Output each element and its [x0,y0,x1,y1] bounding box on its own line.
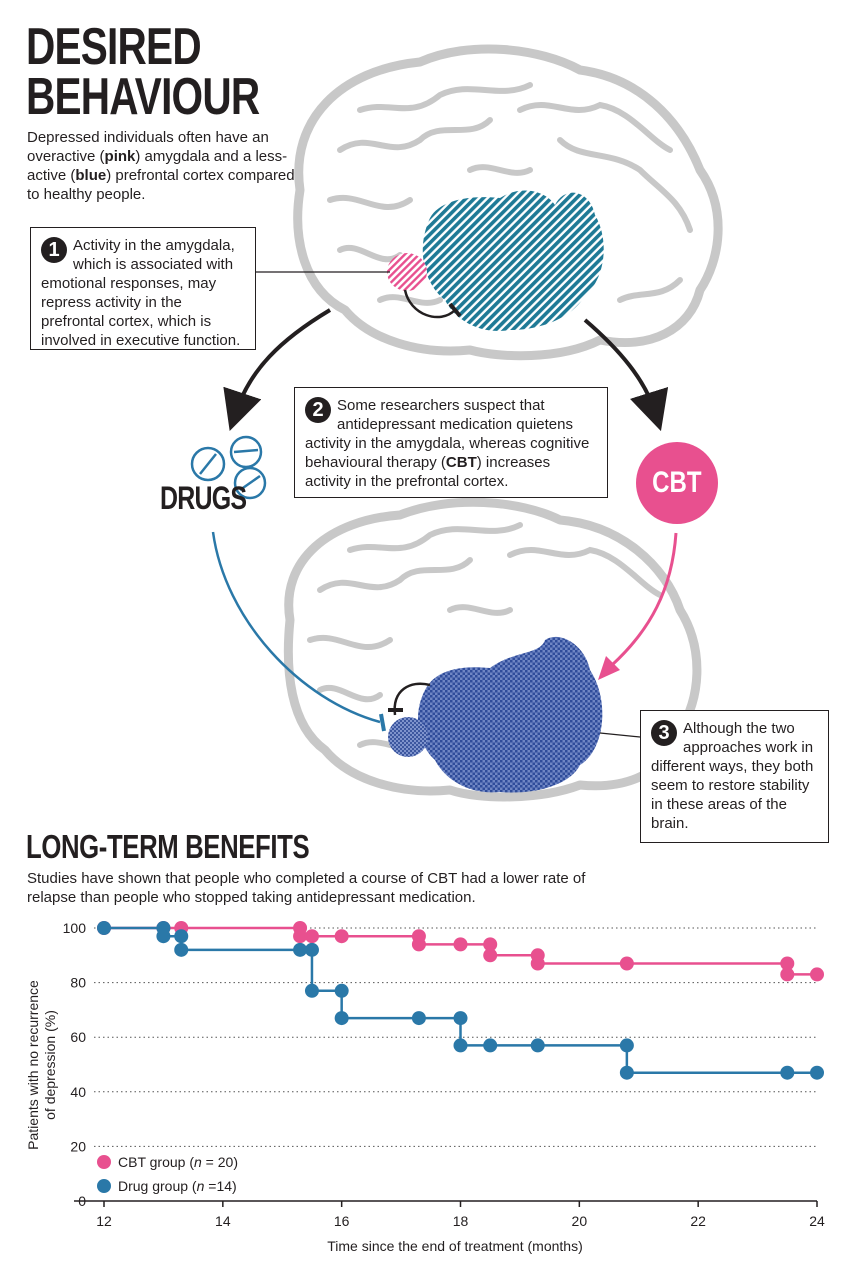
data-point-0-16 [780,967,795,982]
y-tick-label-60: 60 [70,1029,86,1045]
long-term-description: Studies have shown that people who compl… [27,870,586,906]
cbt-badge: CBT [636,442,718,524]
top-amygdala-region [387,253,427,291]
y-tick-label-20: 20 [70,1138,86,1154]
x-axis-label: Time since the end of treatment (months) [327,1238,582,1254]
cbt-activation-arrow [610,532,678,667]
bottom-cortex-region [417,636,603,793]
callout-2-number: 2 [305,397,331,423]
data-point-0-9 [453,937,468,952]
data-point-1-8 [334,983,349,998]
arrow-to-drugs [223,308,332,431]
brain-diagram [190,44,723,802]
intro-pre: Depressed individuals often have an over… [27,129,269,165]
callout-1-number: 1 [41,237,67,263]
data-point-0-8 [411,937,426,952]
legend-drug-label: Drug group (n =14) [118,1178,237,1194]
drug-inhibition-arrow [211,531,381,724]
data-point-1-13 [483,1038,498,1053]
data-point-1-3 [174,929,189,944]
x-tick-label-20: 20 [572,1213,588,1229]
callout-3: 3 Although the two approaches work in dif… [640,710,829,843]
data-point-1-18 [810,1065,824,1080]
drugs-label: DRUGS [160,480,247,516]
intro-pink: pink [104,148,136,165]
data-point-1-14 [530,1038,545,1053]
bottom-amygdala-region [388,717,428,757]
data-point-0-17 [810,967,824,982]
top-brain [293,44,723,361]
data-point-0-10 [483,937,498,952]
y-axis-label-line-2: of depression (%) [42,1010,58,1120]
data-point-1-9 [334,1011,349,1026]
data-point-0-13 [530,956,545,971]
page-title: DESIRED BEHAVIOUR [26,18,260,126]
series-cbt [97,921,824,982]
pills-icon [190,435,267,500]
intro-mid: ) amygdala and a less-active ( [27,148,288,184]
legend-cbt-marker [97,1155,111,1169]
legend-cbt-label: CBT group (n = 20) [118,1154,238,1170]
data-point-0-14 [619,956,634,971]
callout-3-number: 3 [651,720,677,746]
data-point-0-11 [483,948,498,963]
x-tick-label-16: 16 [334,1213,350,1229]
x-tick-label-24: 24 [809,1213,825,1229]
long-term-title: LONG-TERM BENEFITS [26,828,310,865]
callout-3-text: Although the two approaches work in diff… [651,720,814,832]
legend-drug-marker [97,1179,111,1193]
data-point-1-6 [304,942,319,957]
callout-1-text: Activity in the amygdala, which is assoc… [41,237,241,349]
x-tick-label-22: 22 [690,1213,706,1229]
x-tick-label-18: 18 [453,1213,469,1229]
data-point-0-6 [334,929,349,944]
chart-grid [94,927,817,1147]
data-point-0-15 [780,956,795,971]
data-point-1-16 [619,1065,634,1080]
data-point-0-5 [304,929,319,944]
data-point-1-17 [780,1065,795,1080]
data-point-1-7 [304,983,319,998]
bottom-brain [283,497,702,802]
cbt-label: CBT [652,466,702,499]
y-tick-label-100: 100 [63,920,87,936]
data-point-1-10 [411,1011,426,1026]
arrow-to-cbt [583,318,669,432]
data-point-1-2 [156,929,171,944]
y-axis-label-line-1: Patients with no recurrence [25,980,41,1150]
callout-1: 1 Activity in the amygdala, which is asso… [30,227,256,350]
intro-text: Depressed individuals often have an over… [27,128,297,204]
data-point-0-4 [293,929,308,944]
x-tick-label-14: 14 [215,1213,231,1229]
callout-2-text-post: ) increases activity in the prefrontal c… [305,454,551,490]
callout-2-text-bold: CBT [445,454,477,471]
chart-legend: CBT group (n = 20) Drug group (n =14) [97,1154,238,1194]
title-line-1: DESIRED [26,18,202,76]
y-tick-label-40: 40 [70,1084,86,1100]
intro-blue: blue [75,167,107,184]
callout-2-text-pre: Some researchers suspect that antidepres… [305,397,590,471]
y-tick-label-80: 80 [70,975,86,991]
data-point-1-12 [453,1038,468,1053]
data-point-1-15 [619,1038,634,1053]
data-point-1-11 [453,1011,468,1026]
top-cortex-region [422,190,604,331]
x-tick-label-12: 12 [96,1213,112,1229]
data-point-1-4 [174,942,189,957]
callout-2: 2 Some researchers suspect that antidepre… [294,387,608,498]
series-line-0 [104,926,817,976]
series-drug [97,921,824,1080]
title-line-2: BEHAVIOUR [26,68,260,126]
data-point-1-5 [293,942,308,957]
intro-post: ) prefrontal cortex compared to healthy … [27,167,295,203]
chart-series [97,921,824,1080]
data-point-1-0 [97,921,111,935]
